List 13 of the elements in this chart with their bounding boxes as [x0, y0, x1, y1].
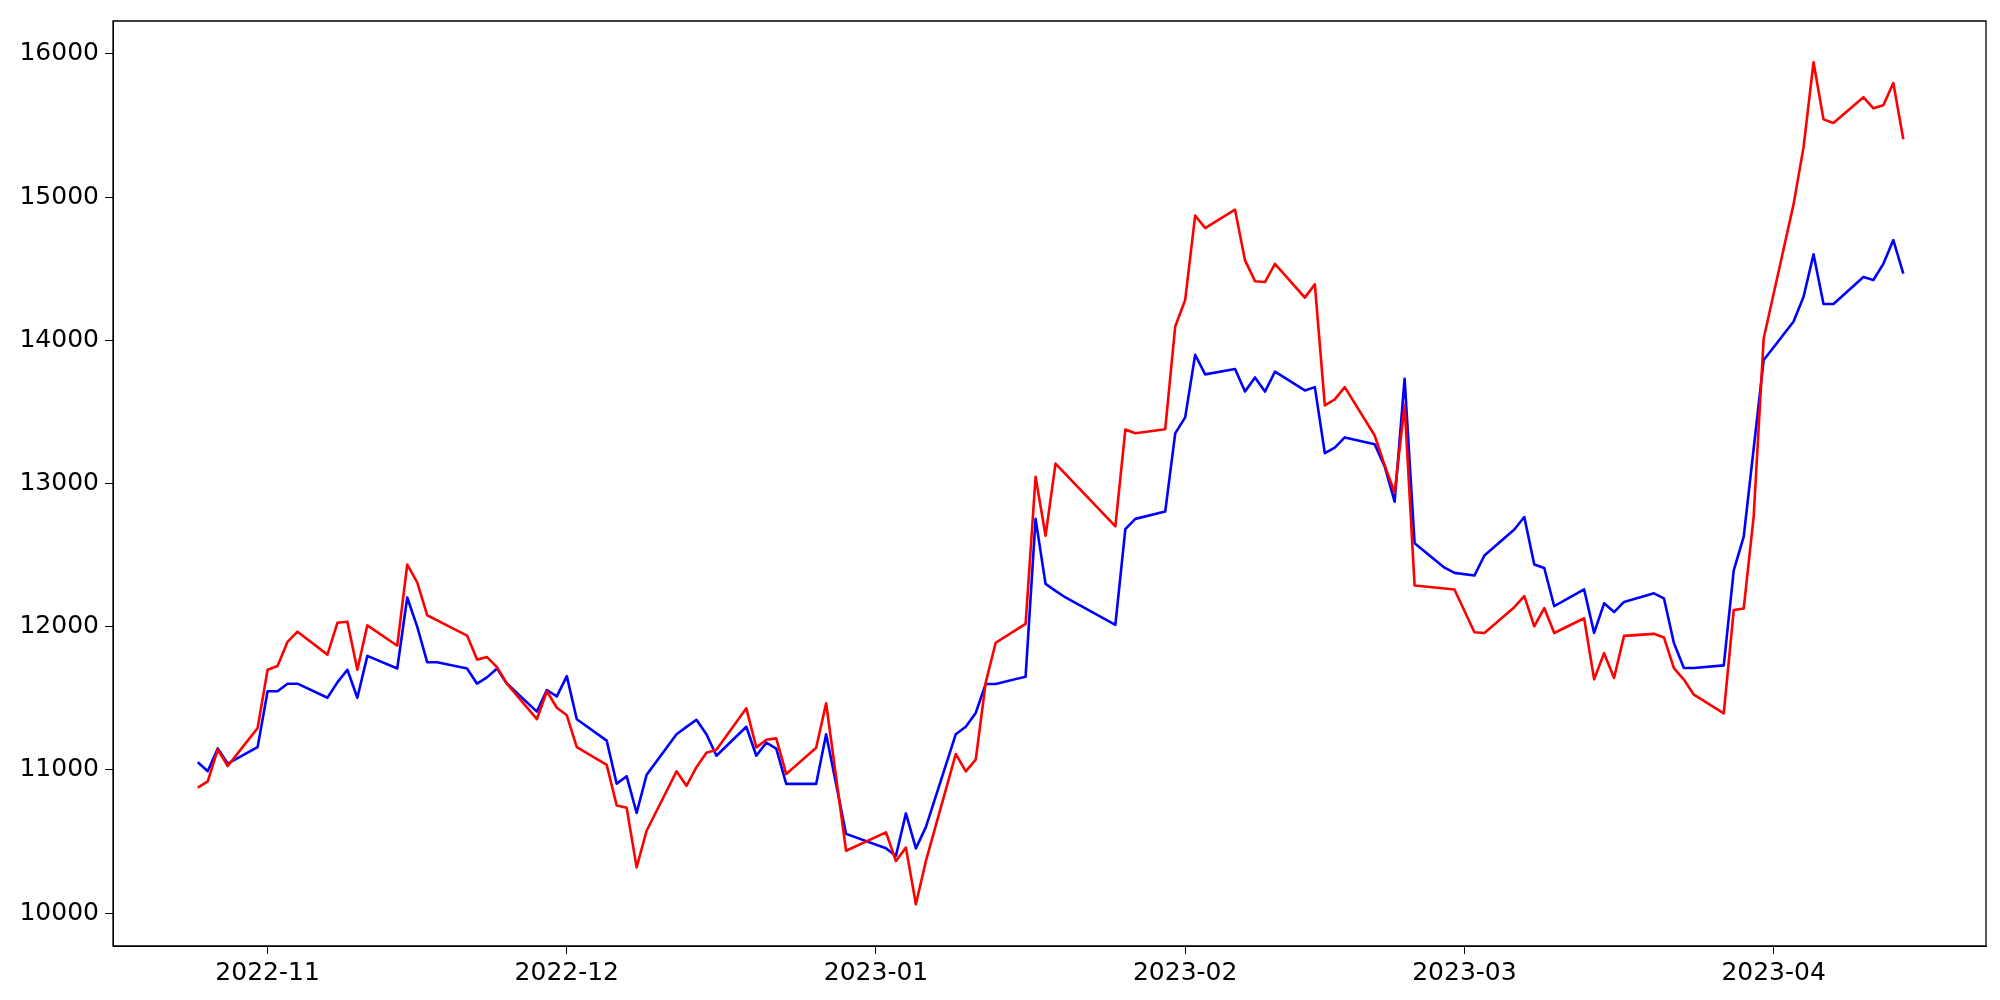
- x-tick-label: 2023-03: [1412, 956, 1517, 986]
- x-tick-label: 2022-11: [215, 956, 320, 986]
- y-tick-label: 12000: [19, 610, 99, 640]
- y-tick-label: 13000: [19, 467, 99, 496]
- x-tick-label: 2023-04: [1721, 956, 1826, 986]
- y-tick-label: 16000: [19, 37, 99, 67]
- y-tick-label: 10000: [19, 896, 99, 926]
- y-tick-label: 11000: [19, 753, 99, 783]
- x-tick-label: 2022-12: [514, 956, 620, 986]
- x-tick-label: 2023-01: [823, 956, 929, 986]
- y-tick-label: 14000: [19, 323, 99, 353]
- x-tick-label: 2023-02: [1132, 956, 1238, 986]
- y-tick-label: 15000: [19, 180, 99, 210]
